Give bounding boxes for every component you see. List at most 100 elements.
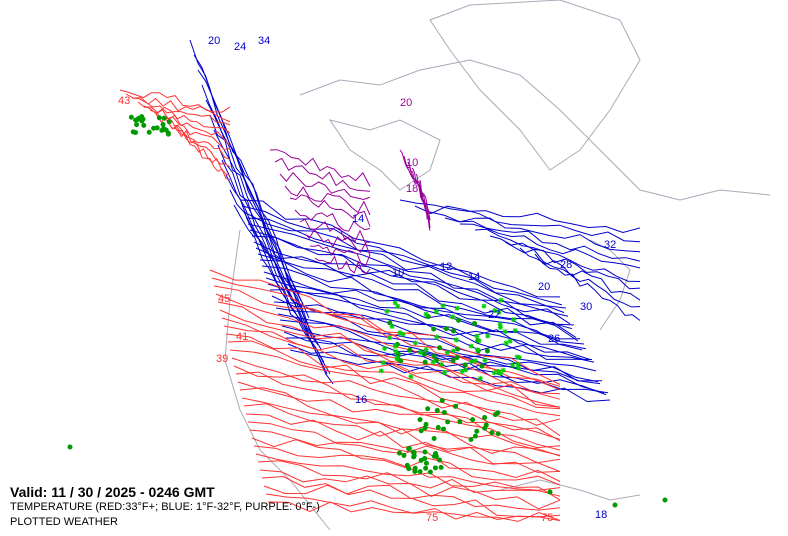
- cold-contour: [241, 205, 563, 306]
- snow-symbol: [481, 303, 487, 309]
- warm-contour: [125, 93, 231, 123]
- warm-contour: [217, 301, 561, 400]
- cold-contour: [399, 199, 641, 234]
- snow-symbol: [497, 324, 503, 330]
- subzero-contour: [415, 173, 431, 229]
- weather-dot: [482, 415, 488, 421]
- snow-symbol: [382, 346, 388, 352]
- snow-symbol: [485, 333, 491, 339]
- cold-contour: [245, 217, 567, 309]
- snow-symbol: [482, 357, 488, 363]
- weather-dot: [160, 121, 166, 127]
- warm-contour: [131, 97, 231, 126]
- cold-contour: [239, 199, 561, 298]
- contour-label: 20: [400, 97, 412, 109]
- weather-dot: [489, 430, 495, 436]
- weather-dot: [387, 320, 393, 326]
- snow-symbol: [387, 335, 393, 341]
- snow-symbol: [442, 370, 448, 376]
- weather-dot: [161, 115, 167, 121]
- subzero-contour: [269, 149, 371, 187]
- snow-symbol: [511, 317, 517, 323]
- snow-symbol: [512, 328, 518, 334]
- subzero-contour: [279, 171, 371, 201]
- weather-legend: PLOTTED WEATHER: [10, 516, 118, 528]
- cold-contour: [253, 241, 575, 326]
- weather-dot: [435, 425, 441, 431]
- warm-contour: [155, 113, 231, 160]
- contour-label: 20: [538, 281, 550, 293]
- weather-dot: [406, 445, 412, 451]
- cold-contour: [265, 277, 587, 350]
- subzero-contour: [314, 255, 371, 275]
- snow-symbol: [492, 308, 498, 314]
- subzero-contour: [289, 194, 371, 227]
- weather-dot: [445, 419, 451, 425]
- warm-contour: [119, 89, 231, 113]
- snow-symbol: [503, 340, 509, 346]
- weather-dot: [547, 489, 553, 495]
- contour-label: 39: [216, 353, 228, 365]
- valid-time: Valid: 11 / 30 / 2025 - 0246 GMT: [10, 484, 215, 500]
- cold-contour: [209, 114, 316, 338]
- snow-symbol: [378, 368, 384, 374]
- cold-contour: [229, 189, 331, 374]
- warm-contour: [239, 387, 561, 456]
- weather-dot: [128, 114, 134, 120]
- cold-contour: [414, 205, 641, 243]
- snow-symbol: [380, 360, 386, 366]
- cold-contour: [269, 288, 591, 360]
- snow-symbol: [468, 343, 474, 349]
- contour-label: 22: [488, 309, 500, 321]
- weather-dot: [422, 455, 428, 461]
- warm-contour: [249, 429, 561, 482]
- snow-symbol: [384, 308, 390, 314]
- weather-dot: [154, 125, 160, 131]
- warm-contour: [219, 309, 561, 408]
- contour-label: 10: [406, 157, 418, 169]
- weather-dot: [431, 353, 437, 359]
- cold-contour: [247, 223, 569, 317]
- weather-dot: [422, 425, 428, 431]
- weather-dot: [457, 419, 463, 425]
- coastline: [499, 479, 641, 501]
- weather-dot: [456, 317, 462, 323]
- coastline: [429, 0, 641, 171]
- contour-label: 18: [406, 183, 418, 195]
- weather-dot: [450, 358, 456, 364]
- warm-contour: [167, 121, 231, 177]
- weather-dot: [406, 466, 412, 472]
- plotted-weather: [67, 114, 668, 508]
- snow-symbol: [469, 359, 475, 365]
- snow-symbol: [472, 358, 478, 364]
- weather-dot: [425, 406, 431, 412]
- warm-contour: [245, 413, 561, 473]
- contour-label: 14: [468, 271, 480, 283]
- snow-symbol: [476, 338, 482, 344]
- weather-dot: [67, 444, 73, 450]
- weather-dot: [443, 326, 449, 332]
- snow-symbol: [474, 333, 480, 339]
- weather-dot: [134, 122, 140, 128]
- contour-label: 12: [440, 261, 452, 273]
- cold-contour: [255, 247, 577, 339]
- weather-dot: [483, 422, 489, 428]
- warm-contour: [223, 325, 561, 410]
- cold-contour: [504, 241, 641, 301]
- contour-label: 75: [541, 512, 553, 524]
- subzero-contour: [299, 218, 371, 243]
- weather-dot: [396, 450, 402, 456]
- cold-contour: [233, 204, 334, 385]
- weather-dot: [441, 410, 447, 416]
- warm-contour: [235, 371, 561, 451]
- warm-contour: [137, 101, 231, 134]
- cold-contour: [289, 349, 611, 403]
- weather-dot: [423, 465, 429, 471]
- snow-symbol: [400, 331, 406, 337]
- snow-symbol: [502, 329, 508, 335]
- warm-contour: [241, 397, 561, 457]
- contour-label: 14: [352, 213, 364, 225]
- temperature-legend: TEMPERATURE (RED:33°F+; BLUE: 1°F-32°F, …: [10, 501, 320, 513]
- snow-symbol: [515, 365, 521, 371]
- weather-dot: [484, 348, 490, 354]
